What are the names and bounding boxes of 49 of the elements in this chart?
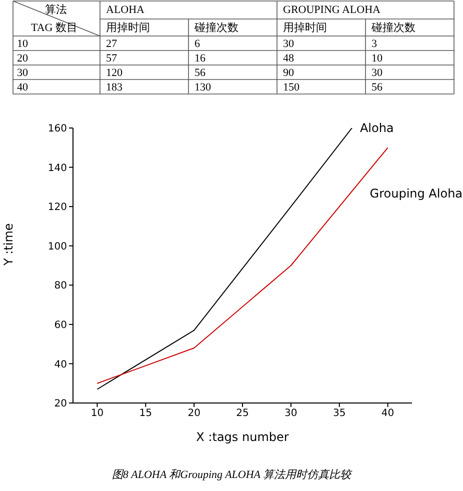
x-tick-label: 用掉时间 [106, 21, 150, 34]
data-label: 130 [194, 82, 212, 94]
data-label: 3 [372, 38, 378, 50]
text: GROUPING ALOHA [283, 4, 381, 16]
data-label: 10 [372, 52, 383, 64]
y-tick-label: 60 [54, 320, 67, 331]
x-tick-label: 30 [284, 408, 298, 420]
text: ALOHA [106, 4, 145, 16]
y-tick-label: 40 [54, 359, 67, 370]
y-tick-label: 160 [48, 124, 67, 135]
y-tick-label: 20 [17, 52, 28, 64]
x-tick-label: 35 [332, 408, 346, 420]
data-label: 30 [372, 67, 383, 79]
x-tick-label: 15 [139, 408, 152, 420]
x-axis-title: X :tags number [196, 430, 289, 444]
y-tick-label: 30 [17, 67, 28, 79]
line-series [96, 128, 352, 390]
y-tick-label: 10 [17, 38, 28, 50]
y-tick-label: 80 [54, 280, 67, 292]
y-tick-label: 140 [48, 162, 67, 174]
x-tick-label: 碰撞次数 [370, 21, 416, 34]
data-label: 16 [194, 52, 206, 64]
x-tick-label: 用掉时间 [283, 21, 327, 34]
y-axis-title: Y :time [1, 223, 16, 266]
data-label: 27 [106, 38, 118, 50]
data-label: 56 [372, 82, 383, 94]
data-label: 48 [283, 52, 294, 64]
text: 算法 [45, 3, 67, 16]
data-label: 120 [106, 67, 123, 79]
y-tick-label: 20 [54, 398, 67, 410]
caption: 图8 ALOHA 和Grouping ALOHA 算法用时仿真比较 [110, 468, 354, 482]
x-tick-label: 20 [188, 408, 200, 420]
data-label: 56 [194, 67, 206, 79]
y-tick-label: 100 [48, 241, 67, 252]
data-label: 183 [106, 82, 123, 94]
data-label: 90 [283, 67, 294, 79]
y-tick-label: 40 [17, 82, 28, 94]
x-tick-label: 40 [381, 408, 394, 420]
y-tick-label: 120 [48, 202, 67, 214]
x-tick-label: 25 [236, 408, 249, 420]
annotation: TAG 数目 [31, 22, 78, 34]
series-label: Aloha [360, 121, 394, 135]
data-label: 57 [106, 52, 118, 64]
data-label: 30 [283, 38, 294, 50]
x-tick-label: 10 [90, 408, 104, 420]
data-label: 6 [194, 38, 200, 50]
data-label: 150 [283, 82, 300, 94]
series-label: Grouping Aloha [370, 186, 463, 201]
x-tick-label: 碰撞次数 [194, 21, 238, 34]
